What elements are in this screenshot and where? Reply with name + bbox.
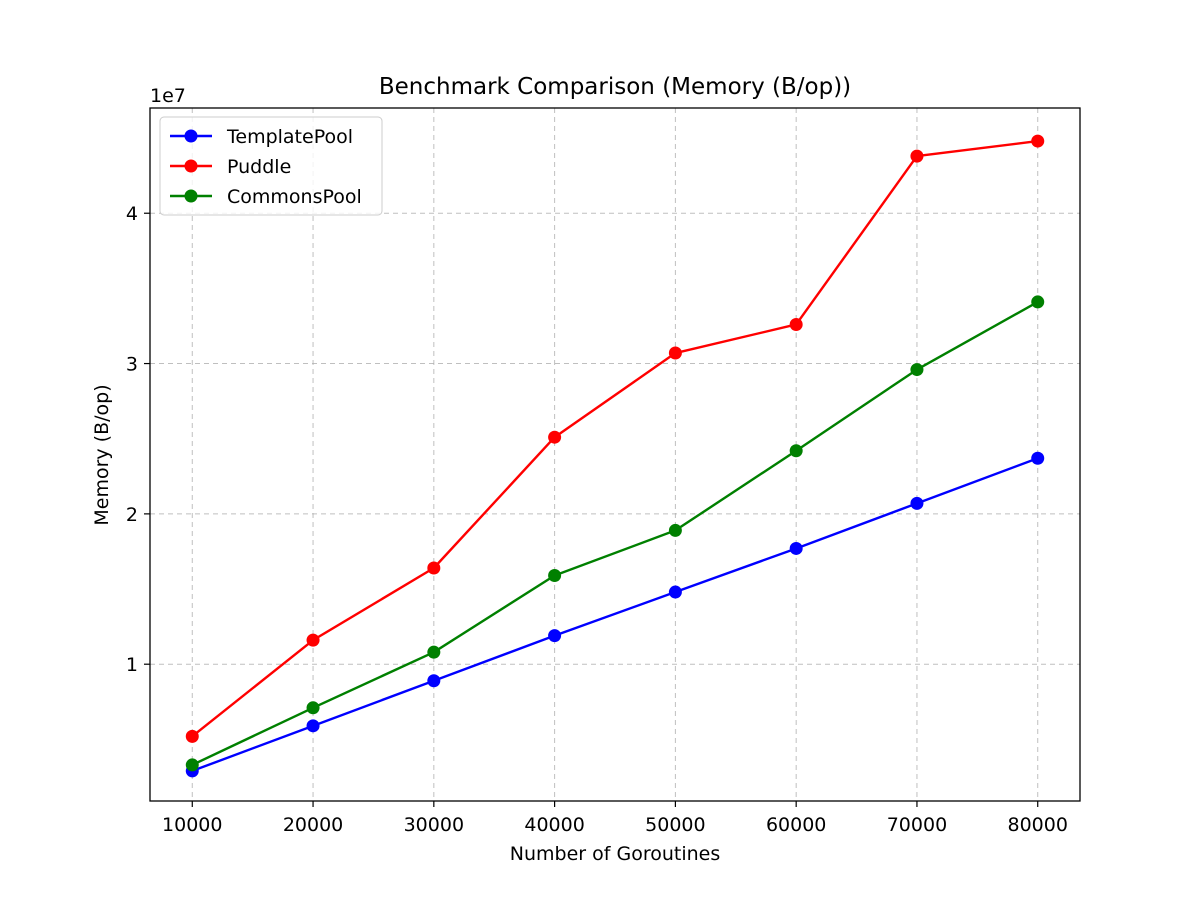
data-point-templatepool: [668, 585, 682, 599]
data-point-puddle: [427, 561, 441, 575]
x-tick-label: 80000: [1008, 814, 1068, 836]
y-offset-label: 1e7: [150, 85, 186, 107]
y-axis-label: Memory (B/op): [91, 384, 113, 525]
legend-marker: [184, 129, 198, 143]
y-tick-label: 2: [126, 504, 138, 526]
data-point-puddle: [548, 430, 562, 444]
legend-label: Puddle: [227, 156, 291, 178]
series-commonspool: [185, 295, 1045, 772]
x-tick-label: 20000: [283, 814, 343, 836]
series-line-puddle: [191, 139, 1038, 738]
data-point-commonspool: [910, 363, 924, 377]
plot-area: [150, 108, 1080, 801]
data-point-commonspool: [1031, 295, 1045, 309]
x-axis: 10000 20000 30000 40000 50000 60000 70000 80000: [162, 801, 1068, 836]
legend-box: [159, 116, 383, 216]
legend-item-puddle: Puddle: [170, 156, 291, 178]
legend-label: CommonsPool: [227, 186, 362, 208]
data-point-puddle: [185, 729, 199, 743]
legend-item-templatepool: TemplatePool: [170, 126, 353, 148]
data-point-templatepool: [1031, 451, 1045, 465]
series-line-templatepool: [191, 457, 1039, 773]
data-point-commonspool: [185, 758, 199, 772]
data-point-templatepool: [427, 674, 441, 688]
x-tick-label: 10000: [162, 814, 222, 836]
data-point-puddle: [306, 633, 320, 647]
data-point-commonspool: [306, 701, 320, 715]
x-axis-label: Number of Goroutines: [510, 843, 720, 865]
data-point-puddle: [668, 346, 682, 360]
legend: TemplatePool Puddle CommonsPool: [159, 116, 383, 216]
series-layer: [185, 134, 1045, 778]
series-puddle: [185, 134, 1045, 743]
y-tick-label: 3: [126, 354, 138, 376]
data-point-commonspool: [668, 523, 682, 537]
y-axis: 1 2 3 4: [126, 203, 150, 676]
data-point-templatepool: [548, 629, 562, 643]
legend-marker: [184, 189, 198, 203]
data-point-templatepool: [306, 719, 320, 733]
x-tick-label: 70000: [887, 814, 947, 836]
chart-title: Benchmark Comparison (Memory (B/op)): [379, 74, 851, 100]
x-tick-label: 60000: [766, 814, 826, 836]
data-point-commonspool: [789, 444, 803, 458]
legend-marker: [184, 159, 198, 173]
legend-label: TemplatePool: [226, 126, 353, 148]
data-point-puddle: [910, 149, 924, 163]
data-point-puddle: [789, 317, 803, 331]
x-tick-label: 30000: [404, 814, 464, 836]
x-tick-label: 40000: [524, 814, 584, 836]
data-point-puddle: [1031, 134, 1045, 148]
y-tick-label: 1: [126, 654, 138, 676]
series-templatepool: [185, 451, 1045, 778]
y-tick-label: 4: [126, 203, 138, 225]
data-point-commonspool: [427, 645, 441, 659]
data-point-commonspool: [548, 569, 562, 583]
series-line-commonspool: [191, 300, 1039, 767]
legend-item-commonspool: CommonsPool: [170, 186, 362, 208]
data-point-templatepool: [789, 541, 803, 555]
data-point-templatepool: [910, 496, 924, 510]
plot-frame: [149, 107, 1081, 802]
x-tick-label: 50000: [645, 814, 705, 836]
